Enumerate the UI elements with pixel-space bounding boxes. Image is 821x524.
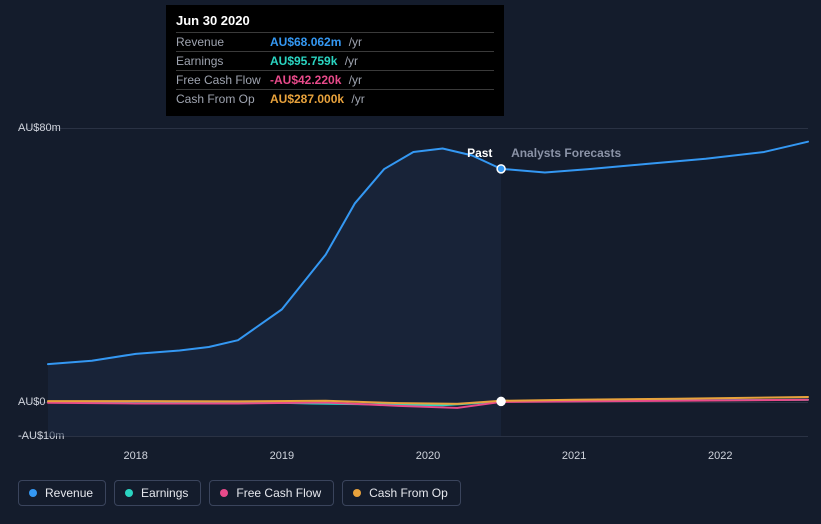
- cursor-marker: [497, 165, 505, 173]
- past-label: Past: [467, 146, 492, 160]
- tooltip-metric: Free Cash Flow: [176, 71, 270, 90]
- tooltip-value: -AU$42.220k /yr: [270, 71, 494, 90]
- tooltip-date: Jun 30 2020: [176, 11, 494, 32]
- tooltip-metric: Cash From Op: [176, 90, 270, 109]
- chart-legend: Revenue Earnings Free Cash Flow Cash From O…: [18, 480, 461, 506]
- cursor-marker: [497, 397, 505, 405]
- tooltip-row: Free Cash Flow-AU$42.220k /yr: [176, 71, 494, 90]
- legend-item-cfo[interactable]: Cash From Op: [342, 480, 461, 506]
- tooltip-value: AU$95.759k /yr: [270, 52, 494, 71]
- legend-item-revenue[interactable]: Revenue: [18, 480, 106, 506]
- tooltip-metric: Revenue: [176, 33, 270, 52]
- tooltip-row: Cash From OpAU$287.000k /yr: [176, 90, 494, 109]
- legend-item-fcf[interactable]: Free Cash Flow: [209, 480, 334, 506]
- forecast-label: Analysts Forecasts: [511, 146, 621, 160]
- tooltip-value: AU$287.000k /yr: [270, 90, 494, 109]
- legend-label: Free Cash Flow: [236, 486, 321, 500]
- legend-dot-icon: [220, 489, 228, 497]
- legend-label: Revenue: [45, 486, 93, 500]
- legend-dot-icon: [125, 489, 133, 497]
- legend-label: Earnings: [141, 486, 188, 500]
- tooltip-row: EarningsAU$95.759k /yr: [176, 52, 494, 71]
- legend-item-earnings[interactable]: Earnings: [114, 480, 201, 506]
- tooltip-metric: Earnings: [176, 52, 270, 71]
- legend-dot-icon: [29, 489, 37, 497]
- legend-label: Cash From Op: [369, 486, 448, 500]
- tooltip-value: AU$68.062m /yr: [270, 33, 494, 52]
- past-area: [48, 149, 501, 436]
- legend-dot-icon: [353, 489, 361, 497]
- chart-tooltip: Jun 30 2020 RevenueAU$68.062m /yrEarning…: [166, 5, 504, 116]
- tooltip-row: RevenueAU$68.062m /yr: [176, 33, 494, 52]
